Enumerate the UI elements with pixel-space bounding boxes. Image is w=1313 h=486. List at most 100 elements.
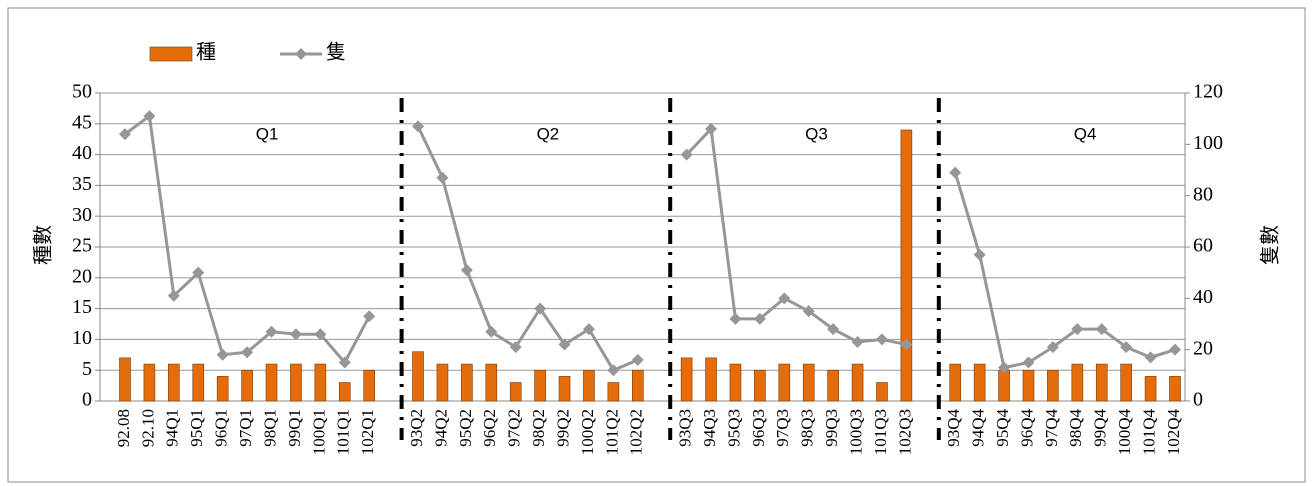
x-tick-label: 96Q1 [212,409,231,447]
marker [1022,356,1035,369]
marker [998,361,1011,374]
x-tick-label: 93Q3 [676,409,695,447]
marker [729,312,742,325]
bar [1169,376,1181,402]
marker [802,305,815,318]
bar [1022,369,1035,402]
marker [1169,343,1181,356]
x-tick-label: 96Q2 [480,409,499,447]
x-tick-label: 95Q1 [187,409,206,447]
x-tick-label: 102Q4 [1164,409,1183,456]
bar [558,376,571,402]
bar [412,351,424,402]
group-label: Q1 [256,124,279,143]
x-tick-label: 100Q4 [1115,409,1134,456]
marker [314,328,327,341]
x-tick-label: 100Q3 [846,409,865,455]
bar [314,363,327,402]
y2-tick-label: 20 [1193,337,1213,359]
x-tick-label: 94Q3 [700,409,719,447]
x-tick-label: 94Q1 [163,409,182,447]
x-tick-label: 99Q2 [553,409,572,447]
y2-tick-label: 100 [1193,132,1223,154]
bar [485,363,498,402]
x-tick-label: 96Q4 [1017,409,1036,447]
x-tick-label: 93Q2 [407,409,426,447]
y-tick-label: 20 [72,265,92,287]
y-axis-title: 種數 [32,225,55,265]
bar [241,369,253,402]
marker [241,346,254,359]
bar [949,363,962,402]
bar [534,369,546,402]
y-tick-label: 0 [82,389,92,411]
marker [363,310,376,323]
marker [558,338,571,351]
bar [192,363,205,402]
bar [729,363,742,402]
bar [509,382,522,402]
bar [876,382,888,402]
x-tick-label: 98Q3 [798,409,817,447]
legend-label: 隻 [326,41,346,64]
marker [1120,341,1133,354]
marker [827,323,840,336]
x-tick-label: 96Q3 [749,409,768,447]
marker [485,325,498,338]
bar [1144,376,1157,402]
x-tick-label: 102Q1 [358,409,377,455]
marker [631,353,644,366]
marker [338,356,351,369]
x-tick-label: 95Q2 [456,409,475,447]
x-tick-label: 97Q3 [773,409,792,447]
x-tick-label: 94Q4 [969,409,988,447]
legend-swatch [149,46,193,62]
y-tick-label: 15 [72,296,92,318]
marker [1046,341,1059,354]
marker [949,166,962,179]
bar [851,363,864,402]
bar [705,357,717,402]
bar [216,376,229,402]
bar [631,369,644,402]
marker [143,110,156,123]
x-tick-label: 98Q4 [1066,409,1085,447]
y-tick-label: 30 [72,204,92,226]
group-label: Q3 [805,124,828,143]
bar [973,363,986,402]
x-tick-label: 97Q2 [505,409,524,447]
bar [168,363,180,402]
bar [1071,363,1084,402]
bar [1047,369,1059,402]
x-tick-label: 101Q1 [334,409,353,455]
bar [900,129,913,402]
x-tick-label: 101Q4 [1139,409,1158,456]
x-tick-label: 100Q1 [309,409,328,455]
marker [167,289,180,302]
y2-tick-label: 120 [1193,81,1223,103]
marker [460,264,473,277]
group-label: Q2 [537,124,560,143]
x-tick-label: 93Q4 [944,409,963,447]
x-tick-label: 99Q4 [1091,409,1110,447]
y2-tick-label: 80 [1193,183,1213,205]
y-tick-label: 45 [72,111,92,133]
x-tick-label: 101Q3 [871,409,890,455]
bar [680,357,693,402]
y-tick-label: 40 [72,142,92,164]
marker [875,333,888,346]
x-tick-label: 97Q4 [1042,409,1061,447]
x-tick-label: 101Q2 [602,409,621,455]
x-tick-label: 97Q1 [236,409,255,447]
x-tick-label: 92.10 [138,409,157,447]
chart-border [7,7,1306,483]
marker [851,335,864,348]
bar [583,369,595,402]
bar [461,363,473,402]
marker [778,292,791,305]
bar [338,382,351,402]
marker [436,171,449,184]
marker [412,120,425,133]
marker [534,302,547,315]
marker [509,341,522,354]
